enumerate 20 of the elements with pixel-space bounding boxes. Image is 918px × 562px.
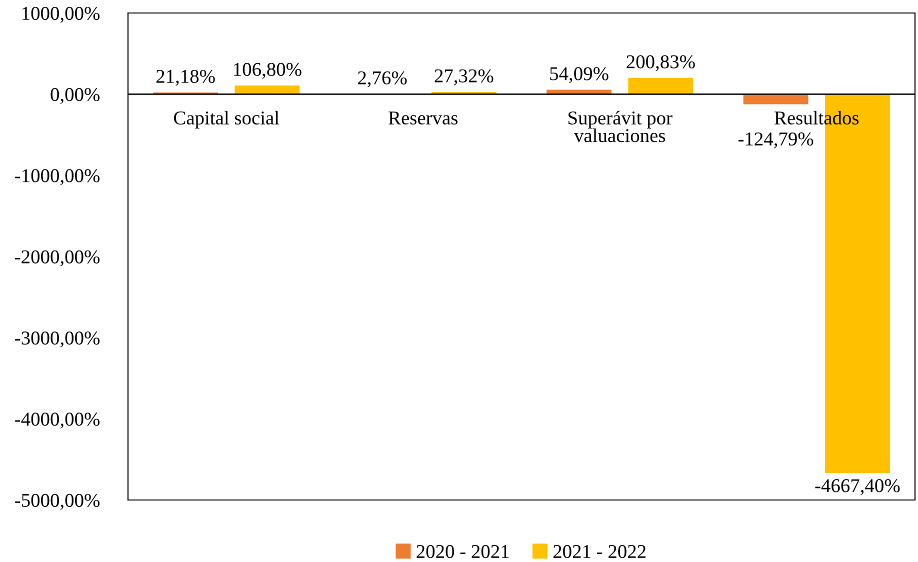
x-tick-label: Reservas [388, 112, 458, 125]
data-label: 200,83% [626, 55, 695, 72]
data-label: 27,32% [434, 69, 494, 86]
data-label: -124,79% [738, 132, 814, 148]
data-label: 54,09% [550, 67, 608, 84]
x-tick-label: Superávit por valuaciones [568, 110, 672, 142]
y-tick-label: -5000,00% [15, 494, 100, 510]
legend-label: 2021 - 2022 [553, 544, 646, 558]
data-label: 106,80% [234, 62, 302, 79]
data-label: 2,76% [358, 71, 407, 88]
data-label: 21,18% [156, 70, 215, 86]
y-tick-label: -4000,00% [15, 412, 100, 429]
y-tick-label: 0,00% [50, 88, 100, 104]
y-tick-label: 1000,00% [22, 6, 100, 23]
data-label: -4667,40% [815, 479, 900, 496]
y-tick-label: -3000,00% [15, 331, 100, 348]
legend-label: 2020 - 2021 [416, 544, 509, 558]
y-tick-label: -2000,00% [15, 250, 100, 266]
y-tick-label: -1000,00% [15, 169, 100, 186]
x-tick-label: Capital social [174, 110, 280, 128]
